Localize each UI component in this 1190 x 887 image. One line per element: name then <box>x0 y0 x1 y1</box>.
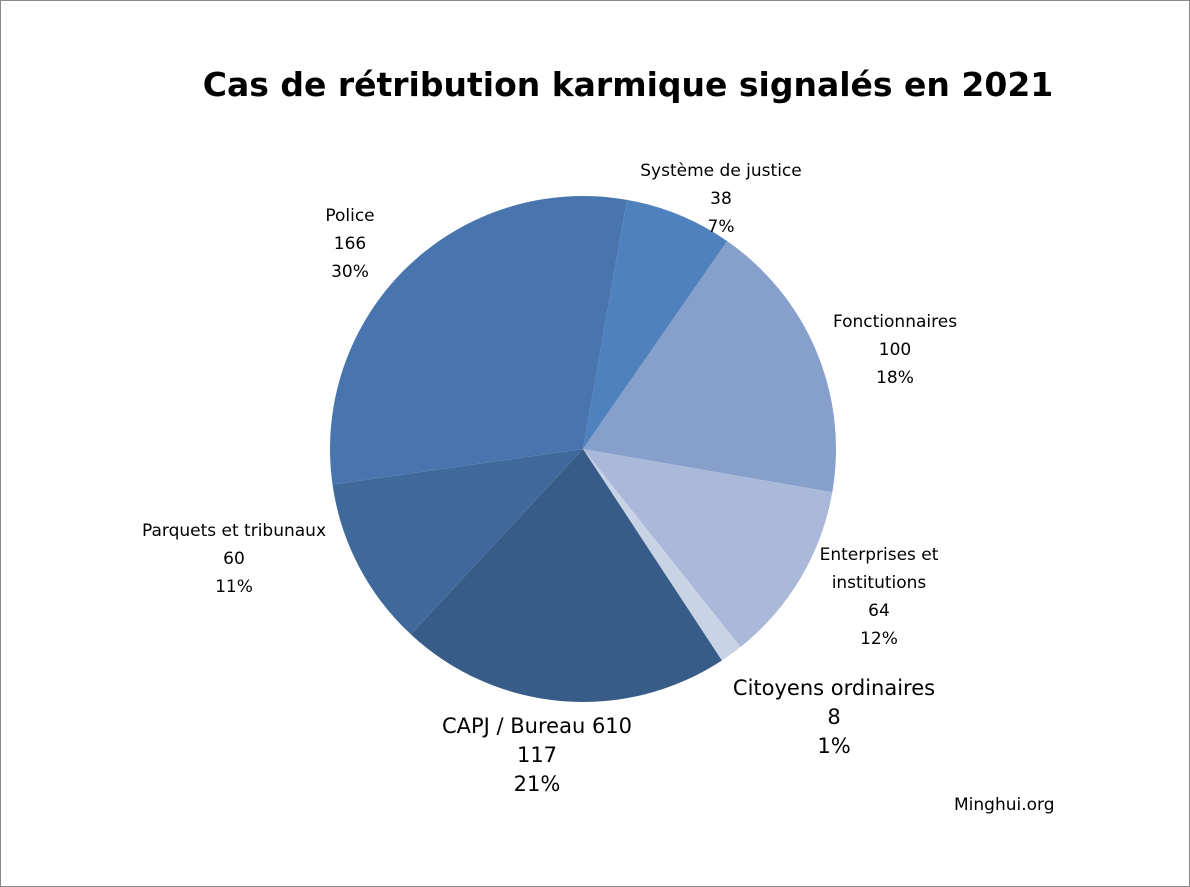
category-label: Police <box>325 206 375 226</box>
source: Minghui.org <box>954 795 1055 815</box>
category-label: Système de justice <box>640 161 802 181</box>
percent-label: 30% <box>331 262 369 282</box>
data-label: Enterprises et institutions 64 12% <box>804 541 954 653</box>
value-label: 38 <box>710 189 732 209</box>
pie-slice <box>583 199 728 449</box>
value-label: 100 <box>878 340 912 360</box>
percent-label: 7% <box>707 217 735 237</box>
value-label: 8 <box>827 705 841 729</box>
value-label: 60 <box>223 549 245 569</box>
percent-label: 21% <box>513 772 561 796</box>
data-label: Citoyens ordinaires 8 1% <box>733 674 935 761</box>
data-label: CAPJ / Bureau 610 117 21% <box>442 712 632 799</box>
data-label: Fonctionnaires 100 18% <box>833 308 957 392</box>
value-label: 64 <box>868 601 890 621</box>
pie-slice <box>330 195 627 485</box>
percent-label: 12% <box>860 629 898 649</box>
category-label: Fonctionnaires <box>832 312 958 332</box>
category-label: Parquets et tribunaux <box>141 521 327 541</box>
category-label: CAPJ / Bureau 610 <box>441 714 633 738</box>
category-label: Enterprises et institutions <box>819 545 939 593</box>
value-label: 166 <box>333 234 367 254</box>
percent-label: 18% <box>876 368 914 388</box>
percent-label: 1% <box>817 734 851 758</box>
pie-slice <box>410 449 722 703</box>
pie-slice <box>583 449 833 648</box>
pie-slice <box>332 449 583 635</box>
data-label: Système de justice 38 7% <box>640 157 801 241</box>
data-label: Parquets et tribunaux 60 11% <box>142 517 326 601</box>
pie-slice <box>583 241 837 493</box>
data-label: Police 166 30% <box>325 202 374 286</box>
pie-slice <box>583 449 741 661</box>
category-label: Citoyens ordinaires <box>732 676 936 700</box>
percent-label: 11% <box>215 577 253 597</box>
value-label: 117 <box>516 743 558 767</box>
chart-title: Cas de rétribution karmique signalés en … <box>202 65 1054 104</box>
